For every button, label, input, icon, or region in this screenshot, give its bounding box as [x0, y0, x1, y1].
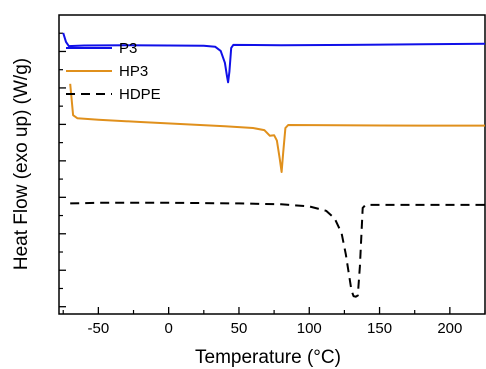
- x-axis-title: Temperature (°C): [195, 347, 341, 368]
- x-tick-label: 100: [297, 320, 322, 337]
- legend-label-hp3: HP3: [119, 63, 148, 80]
- plot-frame: [58, 14, 486, 315]
- x-tick-label: 0: [164, 320, 172, 337]
- x-tick-label: 50: [231, 320, 248, 337]
- axis-ticks: [59, 32, 486, 314]
- legend-label-p3: P3: [119, 40, 137, 57]
- x-tick-label: 200: [437, 320, 462, 337]
- x-tick-labels: -50 0 50 100 150 200: [88, 320, 463, 337]
- legend: P3 HP3 HDPE: [66, 40, 161, 103]
- series-group: [62, 32, 486, 298]
- series-line-p3: [62, 32, 486, 84]
- x-tick-label: 150: [367, 320, 392, 337]
- x-tick-label: -50: [88, 320, 110, 337]
- series-line-hp3: [69, 83, 485, 173]
- series-line-hdpe: [70, 201, 485, 298]
- legend-label-hdpe: HDPE: [119, 86, 161, 103]
- y-axis-title: Heat Flow (exo up) (W/g): [11, 58, 32, 270]
